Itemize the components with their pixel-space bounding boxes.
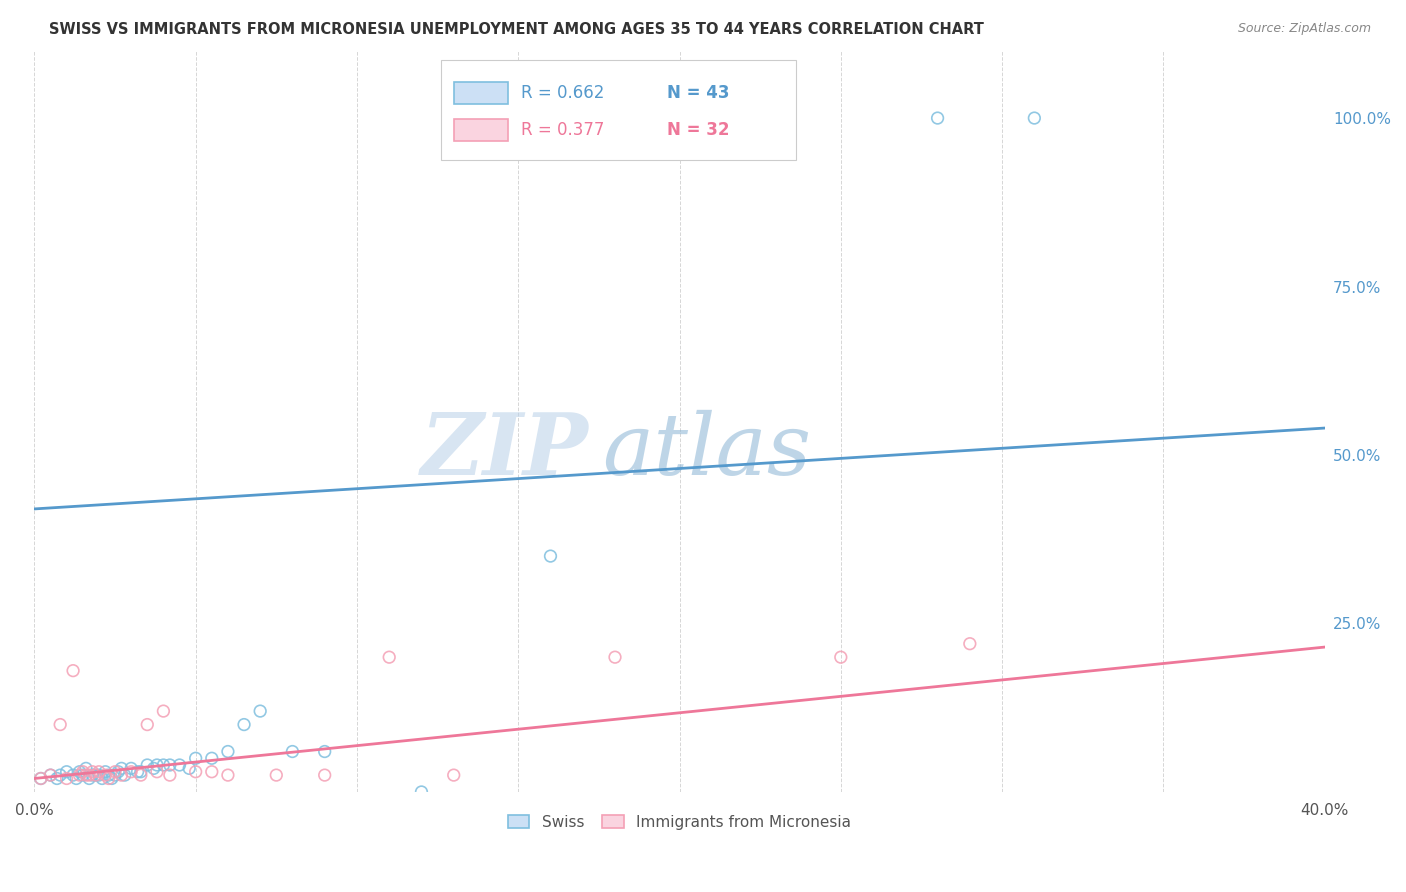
Point <box>55 772 77 786</box>
Point <box>39 768 62 782</box>
Point <box>107 764 129 779</box>
Point <box>30 772 52 786</box>
Point <box>62 768 84 782</box>
Point <box>927 111 949 125</box>
Point <box>266 768 288 782</box>
Point <box>152 758 174 772</box>
Point <box>142 761 165 775</box>
Point <box>378 650 401 665</box>
Point <box>540 549 562 563</box>
Point <box>91 772 114 786</box>
Point <box>179 761 201 775</box>
Point <box>55 764 77 779</box>
Text: atlas: atlas <box>602 409 811 492</box>
Text: R = 0.377: R = 0.377 <box>520 121 605 139</box>
Point <box>77 768 100 782</box>
Point <box>136 758 159 772</box>
Point <box>120 761 142 775</box>
Point <box>72 764 94 779</box>
Point <box>84 768 107 782</box>
Point <box>959 637 981 651</box>
Point <box>82 768 104 782</box>
Point <box>830 650 852 665</box>
Point <box>129 764 152 779</box>
Point <box>152 704 174 718</box>
Legend: Swiss, Immigrants from Micronesia: Swiss, Immigrants from Micronesia <box>502 809 858 836</box>
Point <box>411 785 433 799</box>
Point <box>94 768 117 782</box>
Point <box>65 772 87 786</box>
FancyBboxPatch shape <box>454 82 508 104</box>
Point <box>101 772 124 786</box>
Point <box>72 768 94 782</box>
Point <box>169 758 191 772</box>
Point <box>249 704 271 718</box>
Point <box>104 768 127 782</box>
Point <box>46 772 69 786</box>
Point <box>97 768 120 782</box>
Point <box>39 768 62 782</box>
Text: N = 32: N = 32 <box>666 121 730 139</box>
Point <box>97 772 120 786</box>
Point <box>120 764 142 779</box>
Text: N = 43: N = 43 <box>666 84 730 102</box>
Point <box>75 768 97 782</box>
Point <box>62 664 84 678</box>
Point <box>1024 111 1046 125</box>
Point <box>184 764 207 779</box>
Point <box>136 717 159 731</box>
Point <box>217 768 239 782</box>
Text: R = 0.662: R = 0.662 <box>520 84 605 102</box>
Point <box>114 768 136 782</box>
FancyBboxPatch shape <box>441 60 796 160</box>
Text: Source: ZipAtlas.com: Source: ZipAtlas.com <box>1237 22 1371 36</box>
Point <box>110 761 132 775</box>
Point <box>30 772 52 786</box>
Point <box>127 764 149 779</box>
Point <box>443 768 465 782</box>
Point <box>87 768 110 782</box>
Point <box>104 764 127 779</box>
Point <box>201 751 224 765</box>
Point <box>82 764 104 779</box>
Point <box>314 768 336 782</box>
Point <box>110 768 132 782</box>
Point <box>281 745 304 759</box>
Point <box>159 758 181 772</box>
Point <box>184 751 207 765</box>
Point <box>75 761 97 775</box>
Point <box>217 745 239 759</box>
Point <box>69 764 91 779</box>
Text: SWISS VS IMMIGRANTS FROM MICRONESIA UNEMPLOYMENT AMONG AGES 35 TO 44 YEARS CORRE: SWISS VS IMMIGRANTS FROM MICRONESIA UNEM… <box>49 22 984 37</box>
Point <box>146 764 169 779</box>
Point <box>146 758 169 772</box>
Point <box>314 745 336 759</box>
Point <box>49 717 72 731</box>
Point <box>49 768 72 782</box>
Point <box>94 764 117 779</box>
Point <box>84 768 107 782</box>
Text: ZIP: ZIP <box>422 409 589 492</box>
Point <box>201 764 224 779</box>
Point <box>87 764 110 779</box>
Point <box>159 768 181 782</box>
Point <box>233 717 256 731</box>
Point <box>603 650 626 665</box>
Point <box>129 768 152 782</box>
FancyBboxPatch shape <box>454 119 508 141</box>
Point <box>77 772 100 786</box>
Point <box>69 768 91 782</box>
